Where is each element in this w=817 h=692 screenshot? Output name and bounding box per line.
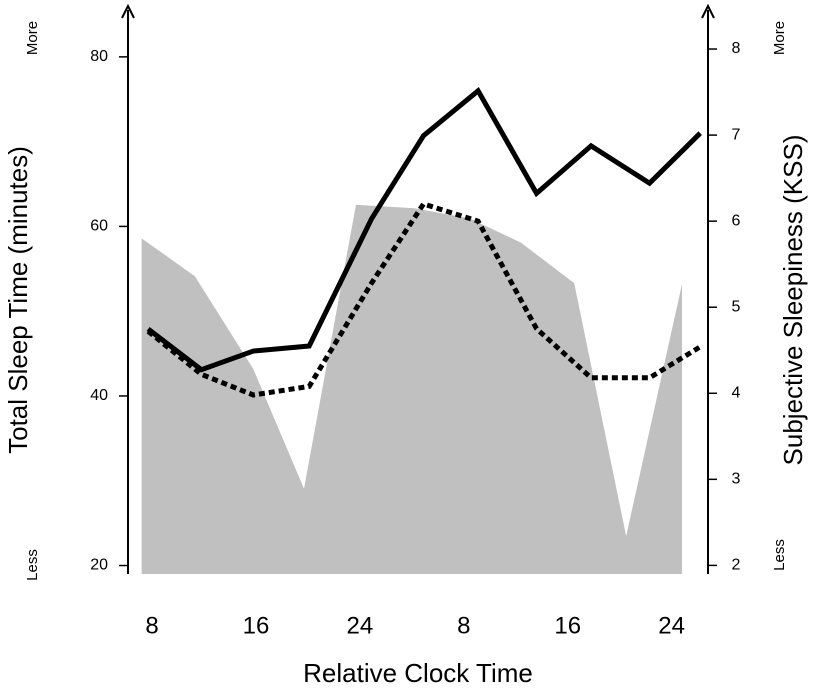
y2-axis-title: Subjective Sleepiness (KSS) (778, 135, 808, 466)
y2-tick-label: 6 (732, 212, 741, 229)
annotation: Less (24, 549, 41, 581)
x-tick-label: 24 (347, 612, 374, 639)
x-tick-label: 24 (658, 612, 685, 639)
y-tick-label: 20 (90, 557, 108, 574)
line (146, 86, 702, 373)
line (146, 200, 702, 398)
y2-tick-label: 2 (732, 557, 741, 574)
x-axis-title: Relative Clock Time (303, 658, 533, 688)
y2-tick-label: 5 (732, 298, 741, 315)
annotation: Less (771, 539, 788, 571)
y2-axis-arrow (701, 3, 715, 19)
y2-tick-label: 7 (732, 126, 741, 143)
y-tick-label: 80 (90, 48, 108, 65)
y-axis-title: Total Sleep Time (minutes) (3, 146, 33, 454)
y2-tick-label: 4 (732, 384, 741, 401)
x-tick-label: 8 (145, 612, 158, 639)
y2-tick-label: 3 (732, 471, 741, 488)
x-tick-label: 8 (457, 612, 470, 639)
x-tick-label: 16 (243, 612, 270, 639)
y-tick-label: 60 (90, 218, 108, 235)
y-axis-arrow (121, 3, 135, 19)
area (141, 204, 683, 575)
annotation: More (771, 21, 788, 55)
y2-tick-label: 8 (732, 40, 741, 57)
annotation: More (24, 21, 41, 55)
y-tick-label: 40 (90, 387, 108, 404)
x-tick-label: 16 (554, 612, 581, 639)
